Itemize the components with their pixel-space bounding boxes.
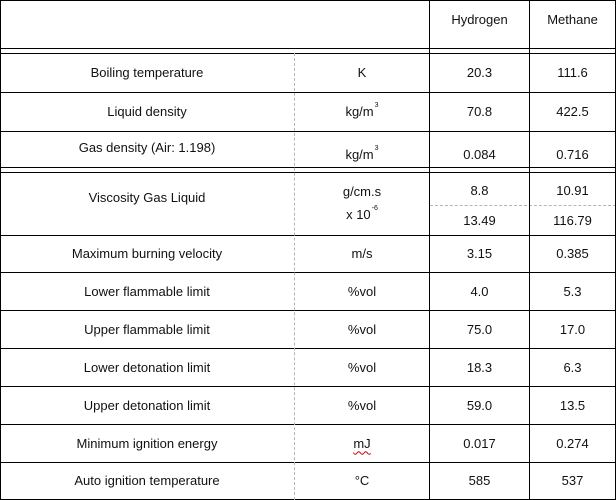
hydrogen-gas-value: 8.8: [470, 183, 489, 198]
unit-label: kg/m 3: [295, 140, 429, 168]
section-divider: [0, 172, 616, 173]
methane-value: 5.3: [563, 283, 582, 299]
unit-text: mJ: [353, 435, 371, 451]
property-label: Upper flammable limit: [84, 321, 210, 337]
unit-label: kg/m 3: [295, 92, 429, 131]
table-top-border: [0, 0, 616, 1]
header-methane: Methane: [547, 11, 598, 27]
section-divider: [0, 167, 616, 168]
row-border: [0, 92, 616, 93]
methane-value: 537: [561, 473, 584, 488]
column-divider: [529, 0, 530, 500]
methane-liquid-value: 116.79: [553, 213, 592, 228]
hydrogen-value: 18.3: [466, 359, 493, 375]
unit-label: K: [357, 65, 367, 80]
property-label: Liquid density: [107, 104, 187, 119]
row-border: [0, 348, 616, 349]
property-label: Minimum ignition energy: [76, 435, 218, 451]
methane-value: 422.5: [556, 104, 589, 119]
row-border: [0, 424, 616, 425]
methane-value: 111.6: [557, 65, 588, 80]
property-label: Gas density (Air: 1.198): [78, 139, 216, 155]
unit-label-line1: g/cm.s: [342, 183, 382, 199]
unit-superscript: -6: [371, 204, 378, 212]
viscosity-split-line: [430, 205, 616, 206]
unit-label: %vol: [347, 397, 377, 413]
property-label: Maximum burning velocity: [71, 246, 223, 261]
methane-value: 0.385: [556, 246, 589, 261]
unit-label: m/s: [351, 246, 373, 261]
row-border: [0, 235, 616, 236]
hydrogen-value: 20.3: [466, 65, 493, 80]
hydrogen-value: 59.0: [466, 397, 493, 413]
unit-label-line2: x 10 -6: [295, 203, 429, 225]
unit-label: °C: [354, 473, 370, 488]
methane-value: 0.274: [556, 435, 589, 451]
unit-superscript: 3: [374, 144, 379, 152]
methane-value: 6.3: [563, 359, 582, 375]
methane-value: 0.716: [556, 146, 589, 162]
hydrogen-value: 75.0: [466, 321, 493, 337]
row-border: [0, 310, 616, 311]
methane-gas-value: 10.91: [556, 183, 589, 198]
hydrogen-value: 4.0: [470, 283, 489, 299]
hydrogen-value: 585: [468, 473, 491, 488]
methane-value: 13.5: [559, 397, 586, 413]
hydrogen-value: 3.15: [466, 246, 493, 261]
methane-value: 17.0: [559, 321, 586, 337]
unit-text: kg/m: [345, 146, 374, 162]
header-hydrogen: Hydrogen: [451, 11, 508, 27]
hydrogen-value: 70.8: [466, 104, 493, 119]
unit-column-divider: [294, 53, 295, 500]
row-border: [0, 53, 616, 54]
unit-text: kg/m: [345, 104, 374, 119]
header-bottom-border: [0, 48, 616, 49]
property-label: Lower detonation limit: [83, 359, 211, 375]
property-label: Auto ignition temperature: [74, 473, 220, 488]
column-divider: [429, 0, 430, 500]
unit-text: x 10: [346, 206, 371, 222]
property-label: Upper detonation limit: [83, 397, 211, 413]
hydrogen-liquid-value: 13.49: [463, 213, 496, 228]
row-border: [0, 462, 616, 463]
unit-label: %vol: [347, 321, 377, 337]
hydrogen-value: 0.084: [463, 146, 496, 162]
table-left-border: [0, 0, 1, 500]
row-border: [0, 131, 616, 132]
property-label: Viscosity Gas Liquid: [88, 189, 206, 205]
unit-label: %vol: [347, 359, 377, 375]
property-label: Boiling temperature: [90, 65, 204, 80]
unit-superscript: 3: [374, 102, 379, 109]
row-border: [0, 272, 616, 273]
property-label: Lower flammable limit: [84, 283, 210, 299]
row-border: [0, 386, 616, 387]
unit-label: mJ: [295, 424, 429, 462]
unit-label: %vol: [347, 283, 377, 299]
hydrogen-value: 0.017: [463, 435, 496, 451]
